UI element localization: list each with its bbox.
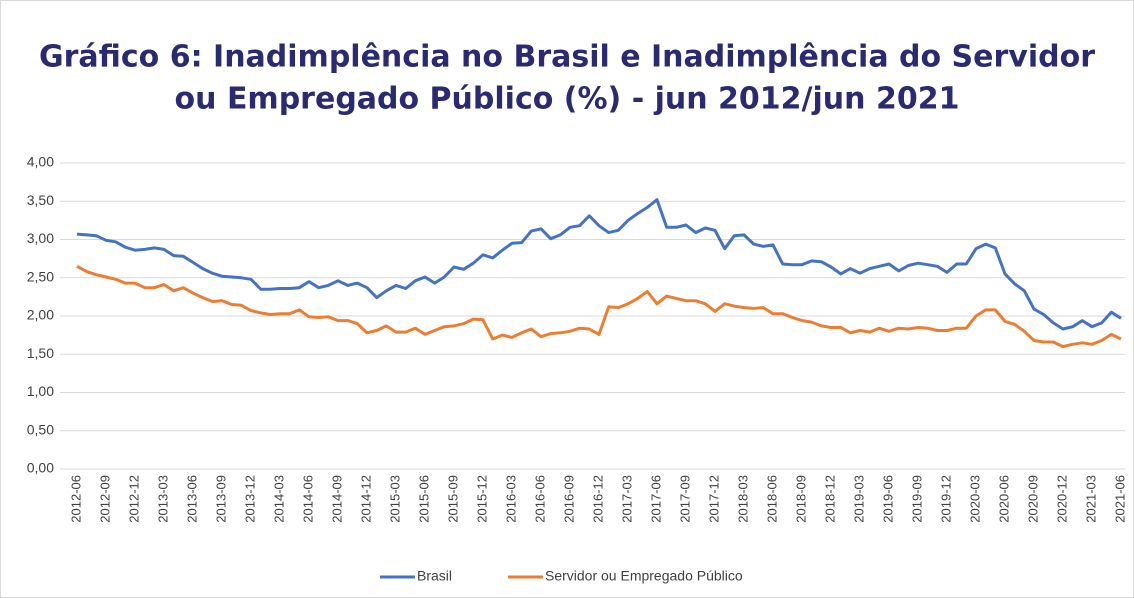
x-tick-label: 2021-03 [1083, 475, 1098, 523]
chart-title: ou Empregado Público (%) - jun 2012/jun … [175, 82, 960, 117]
x-tick-label: 2014-09 [329, 475, 344, 523]
chart-title: Gráfico 6: Inadimplência no Brasil e Ina… [39, 40, 1095, 75]
x-tick-label: 2021-06 [1112, 475, 1127, 523]
y-tick-label: 0,50 [27, 421, 54, 437]
x-tick-label: 2019-09 [909, 475, 924, 523]
x-tick-label: 2012-09 [97, 475, 112, 523]
x-tick-label: 2017-03 [619, 475, 634, 523]
y-tick-label: 2,00 [27, 307, 54, 323]
y-tick-label: 4,00 [27, 154, 54, 170]
data-line [76, 198, 1122, 331]
x-tick-label: 2015-09 [445, 475, 460, 523]
x-tick-label: 2013-03 [155, 475, 170, 523]
x-tick-label: 2019-06 [880, 475, 895, 523]
x-tick-label: 2020-03 [967, 475, 982, 523]
y-tick-label: 1,50 [27, 345, 54, 361]
x-tick-label: 2013-06 [184, 475, 199, 523]
x-tick-label: 2019-12 [938, 475, 953, 523]
y-tick-label: 3,50 [27, 192, 54, 208]
y-tick-label: 1,00 [27, 383, 54, 399]
x-tick-label: 2015-06 [416, 475, 431, 523]
legend-label: Servidor ou Empregado Público [545, 568, 743, 584]
x-tick-label: 2020-09 [1025, 475, 1040, 523]
x-tick-label: 2018-03 [735, 475, 750, 523]
y-tick-label: 2,50 [27, 268, 54, 284]
x-tick-label: 2015-12 [474, 475, 489, 523]
y-tick-label: 0,00 [27, 460, 54, 476]
x-tick-label: 2018-12 [822, 475, 837, 523]
x-tick-label: 2014-03 [271, 475, 286, 523]
x-tick-label: 2013-12 [242, 475, 257, 523]
x-tick-label: 2013-09 [213, 475, 228, 523]
x-tick-label: 2014-06 [300, 475, 315, 523]
x-tick-label: 2017-06 [648, 475, 663, 523]
x-tick-label: 2016-09 [561, 475, 576, 523]
x-tick-label: 2020-06 [996, 475, 1011, 523]
x-tick-label: 2012-12 [126, 475, 141, 523]
y-tick-label: 3,00 [27, 230, 54, 246]
x-tick-label: 2016-03 [503, 475, 518, 523]
legend-label: Brasil [417, 568, 452, 584]
x-tick-label: 2018-06 [764, 475, 779, 523]
x-tick-label: 2020-12 [1054, 475, 1069, 523]
x-tick-label: 2016-12 [590, 475, 605, 523]
x-tick-label: 2018-09 [793, 475, 808, 523]
data-line [76, 264, 1122, 349]
x-tick-label: 2019-03 [851, 475, 866, 523]
x-tick-label: 2017-09 [677, 475, 692, 523]
x-tick-label: 2017-12 [706, 475, 721, 523]
x-tick-label: 2012-06 [68, 475, 83, 523]
x-tick-label: 2016-06 [532, 475, 547, 523]
x-tick-label: 2014-12 [358, 475, 373, 523]
x-tick-label: 2015-03 [387, 475, 402, 523]
